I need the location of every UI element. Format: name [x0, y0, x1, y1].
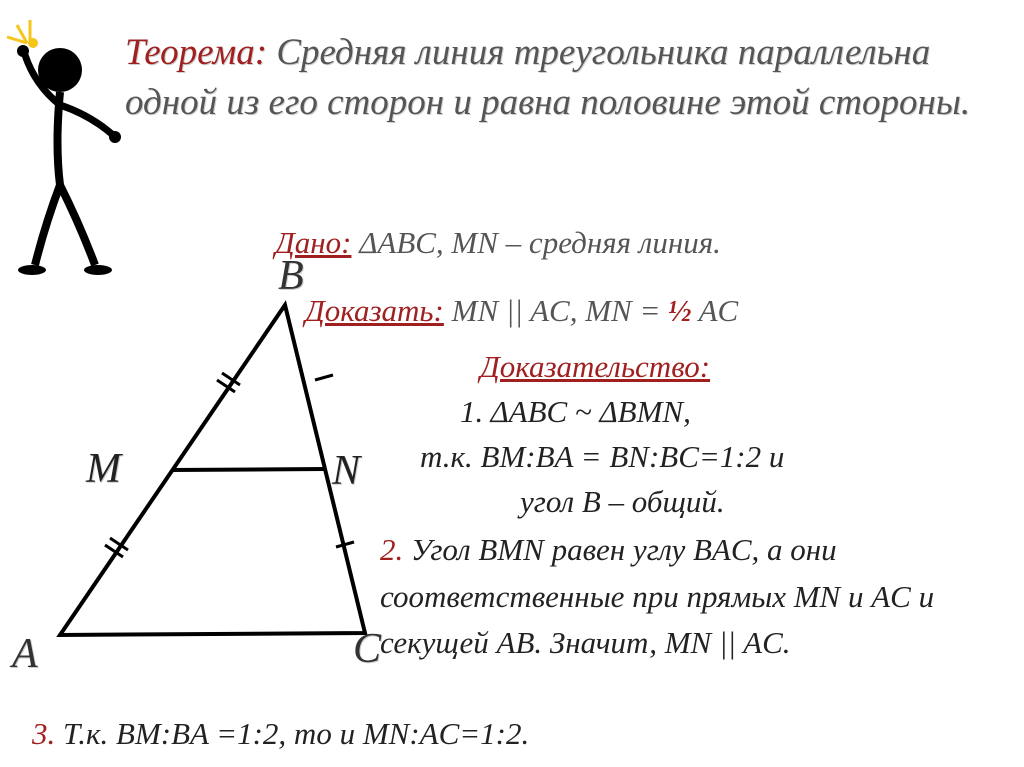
given-line: Дано: ΔABC, MN – средняя линия.: [275, 225, 721, 261]
proof-step-2: 2. Угол BMN равен углу BAC, а они соотве…: [380, 527, 1020, 667]
vertex-label-n: N: [332, 447, 360, 495]
one-half: ½: [668, 293, 691, 328]
vertex-label-a: A: [12, 630, 38, 678]
vertex-label-m: M: [86, 445, 121, 493]
given-text: ΔABC, MN – средняя линия.: [359, 225, 721, 260]
vertex-label-b: B: [278, 252, 304, 300]
proof-step-3: 3. Т.к. BM:BA =1:2, то и MN:AC=1:2.: [32, 716, 529, 752]
step3-text: Т.к. BM:BA =1:2, то и MN:AC=1:2.: [55, 716, 529, 751]
proof-step-1: 1. ΔABC ~ ΔBMN, т.к. BM:BA = BN:BC=1:2 и…: [420, 390, 1010, 525]
vertex-label-c: C: [353, 625, 381, 673]
step1-line2: т.к. BM:BA = BN:BC=1:2 и: [420, 435, 1010, 480]
prove-text1: MN || AC, MN =: [452, 293, 661, 328]
theorem-label: Теорема:: [125, 32, 267, 73]
stickman-figure: [5, 15, 125, 275]
proof-label: Доказательство:: [480, 349, 710, 385]
theorem-statement: Теорема: Средняя линия треугольника пара…: [125, 28, 985, 128]
step1-line1: 1. ΔABC ~ ΔBMN,: [420, 390, 1010, 435]
step3-num: 3.: [32, 716, 55, 751]
step2-text: Угол BMN равен углу BAC, а они соответст…: [380, 532, 934, 660]
prove-text2: AC: [691, 293, 738, 328]
step1-line3: угол B – общий.: [420, 480, 1010, 525]
